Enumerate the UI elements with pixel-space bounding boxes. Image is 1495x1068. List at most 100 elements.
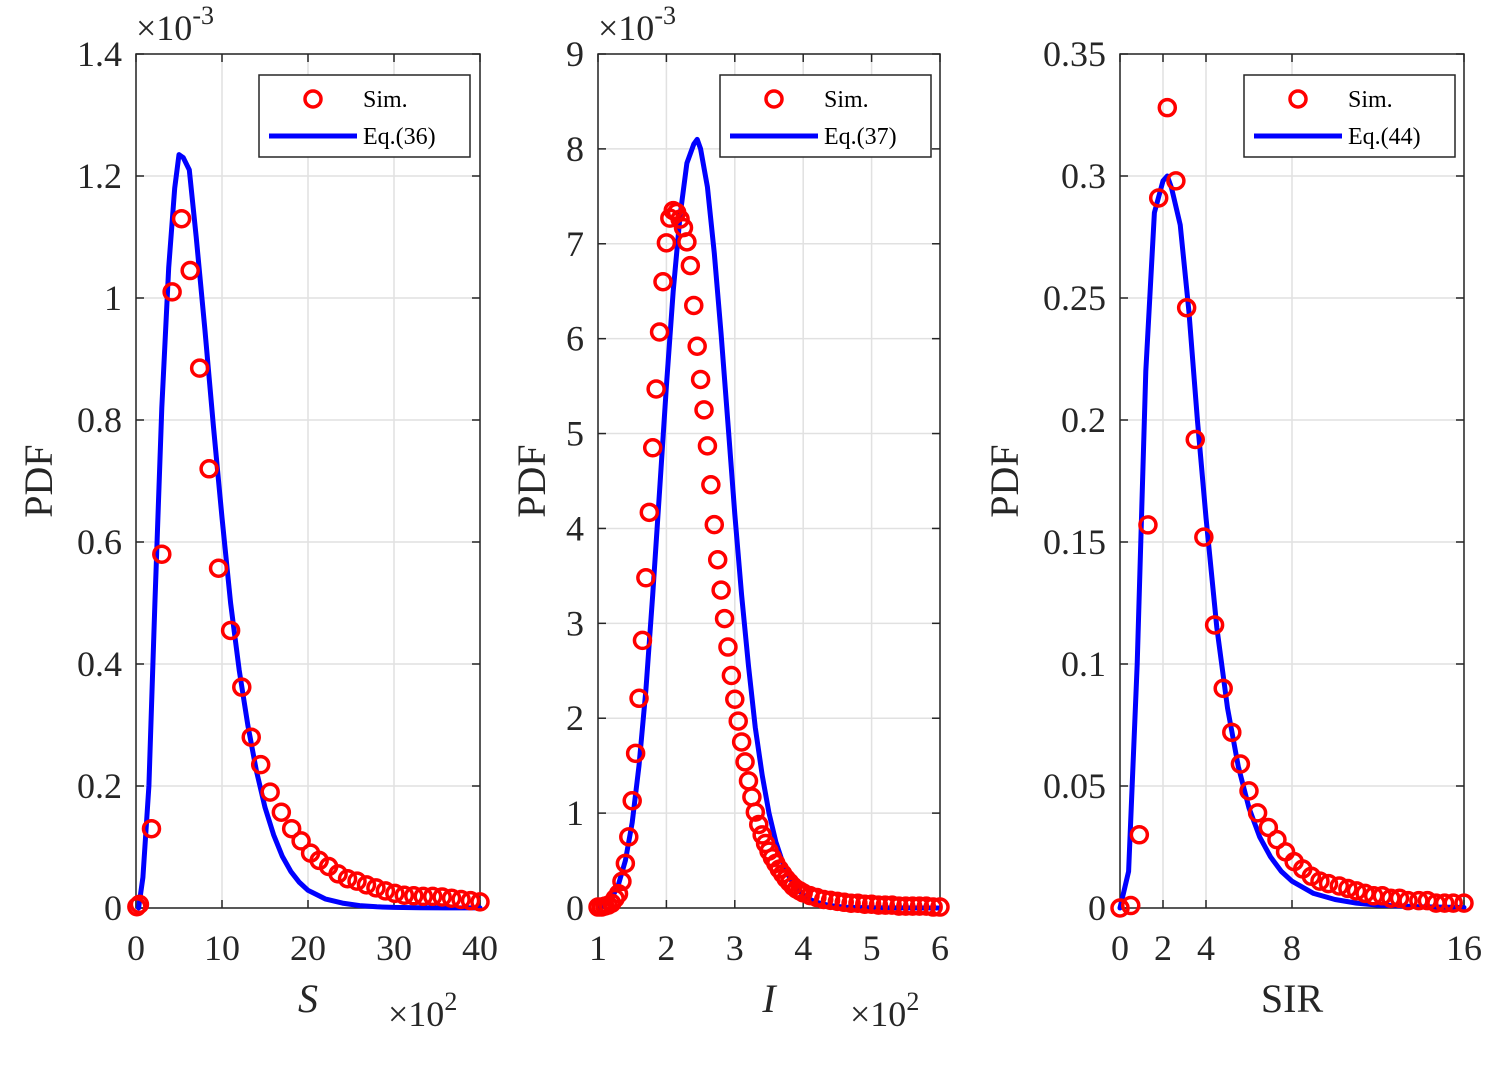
panel2-y-tick-label: 8: [566, 129, 584, 169]
panel2-data-point: [646, 379, 666, 399]
panel3-y-tick-label: 0: [1088, 888, 1106, 928]
panel3-data-point: [1230, 754, 1251, 774]
panel2-data-point: [882, 895, 902, 915]
panel2-data-point: [834, 892, 854, 913]
panel2-data-point: [649, 322, 670, 342]
panel2-data-point: [642, 438, 663, 458]
panel1-data-point: [347, 871, 367, 891]
panel3-legend: Sim. Eq.(44): [1243, 74, 1456, 158]
panel1-legend-label: Sim.: [363, 87, 408, 113]
panel1-data-point: [394, 885, 415, 905]
panel3-legend-box: [1243, 74, 1456, 158]
panel2-y-tick-label: 2: [566, 698, 584, 738]
chart-panel-1: 0 10 20 30 40 0 0.2 0.4 0.6 0.8 1 1.2 1.4 ×10-3 ×102 S P…: [16, 1, 498, 1034]
panel1-data-point: [180, 260, 200, 281]
panel2-data-point: [632, 630, 653, 651]
panel1-data-point: [441, 888, 462, 908]
panel2-data-point: [916, 896, 937, 916]
panel3-data-point: [1110, 898, 1130, 918]
panel2-data-point: [909, 896, 930, 916]
panel3-data-point: [1398, 890, 1418, 911]
panel1-data-point: [171, 208, 192, 229]
panel1-data-point: [232, 677, 252, 697]
panel3-x-tick-label: 8: [1283, 928, 1301, 968]
panel2-data-point: [656, 233, 677, 253]
panel2-axes-box: [597, 53, 941, 909]
panel2-data-point: [622, 791, 642, 811]
panel3-data-point: [1389, 888, 1410, 908]
panel3-data-point: [1204, 615, 1225, 635]
panel3-data-point: [1434, 893, 1455, 913]
panel2-data-point: [930, 897, 950, 917]
panel3-x-tick-label: 16: [1446, 928, 1482, 968]
panel1-y-tick-label: 0.4: [77, 644, 122, 684]
panel2-data-point: [889, 896, 909, 916]
panel1-series-markers-Sim.: [127, 208, 490, 917]
panel3-data-point: [1454, 893, 1474, 913]
panel3-data-point: [1346, 881, 1367, 901]
panel2-series-line-Eq.(37): [595, 136, 943, 911]
panel2-data-point: [707, 550, 728, 570]
panel3-data-point: [1318, 873, 1339, 894]
panel3-data-point: [1239, 781, 1259, 801]
panel2-x-tick-label: 3: [726, 928, 744, 968]
panel1-y-multiplier: ×10-3: [136, 1, 214, 48]
panel2-data-point: [653, 271, 673, 292]
panel1-y-axis-label: PDF: [16, 444, 61, 517]
panel3-data-point: [1443, 893, 1463, 913]
panel1-data-point: [141, 818, 162, 839]
panel1-y-tick-label: 1: [104, 278, 122, 318]
panel2-data-point: [820, 890, 841, 911]
panel2-data-point: [875, 895, 896, 915]
panel1-data-point: [250, 754, 271, 775]
panel1-x-axis-label: S: [298, 976, 318, 1021]
panel3-x-tick-label: 0: [1111, 928, 1129, 968]
panel2-data-point: [636, 568, 656, 588]
panel1-y-tick-label: 0: [104, 888, 122, 928]
panel1-data-point: [375, 881, 396, 901]
panel3-y-tick-label: 0.25: [1043, 278, 1106, 318]
panel2-data-point: [861, 894, 882, 914]
panel3-y-tick-label: 0.1: [1061, 644, 1106, 684]
panel3-y-tick-label: 0.05: [1043, 766, 1106, 806]
panel3-data-point: [1121, 895, 1141, 916]
panel2-data-point: [718, 637, 738, 657]
panel2-y-tick-label: 3: [566, 603, 584, 643]
panel2-data-point: [612, 871, 632, 892]
panel1-data-point: [470, 892, 490, 912]
panel3-data-point: [1222, 722, 1242, 743]
panel3-series-markers-Sim.: [1110, 97, 1474, 918]
panel1-y-tick-label: 0.8: [77, 400, 122, 440]
panel2-y-tick-label: 9: [566, 34, 584, 74]
panel1-data-point: [291, 831, 311, 851]
panel2-data-point: [748, 814, 769, 835]
panel2-legend-marker: [764, 89, 784, 109]
panel2-data-point: [868, 895, 889, 915]
panel2-data-point: [680, 255, 701, 276]
panel2-data-point: [742, 787, 762, 807]
panel1-data-point: [189, 358, 210, 378]
panel1-data-point: [413, 886, 433, 907]
panel2-data-point: [731, 732, 752, 752]
panel3-legend-label: Eq.(44): [1348, 124, 1421, 150]
panel1-data-point: [199, 459, 219, 479]
panel3-data-point: [1247, 803, 1268, 823]
panel2-legend-label: Sim.: [824, 87, 869, 113]
panel3-legend-label: Sim.: [1348, 87, 1393, 113]
panel2-data-point: [684, 295, 704, 316]
panel3-legend-marker: [1288, 89, 1308, 109]
panel3-data-point: [1338, 878, 1358, 899]
panel3-data-point: [1148, 188, 1169, 208]
panel1-data-point: [385, 883, 405, 904]
panel1-data-point: [328, 864, 348, 884]
panel1-series-line-Eq.(36): [136, 152, 483, 911]
panel2-y-multiplier: ×10-3: [598, 1, 676, 48]
panel2-data-point: [745, 802, 766, 822]
panel2-y-tick-label: 5: [566, 414, 584, 454]
panel2-data-point: [687, 336, 707, 357]
panel1-x-tick-label: 40: [462, 928, 498, 968]
panel3-ticks: [1119, 53, 1465, 909]
panel2-data-point: [639, 502, 660, 523]
